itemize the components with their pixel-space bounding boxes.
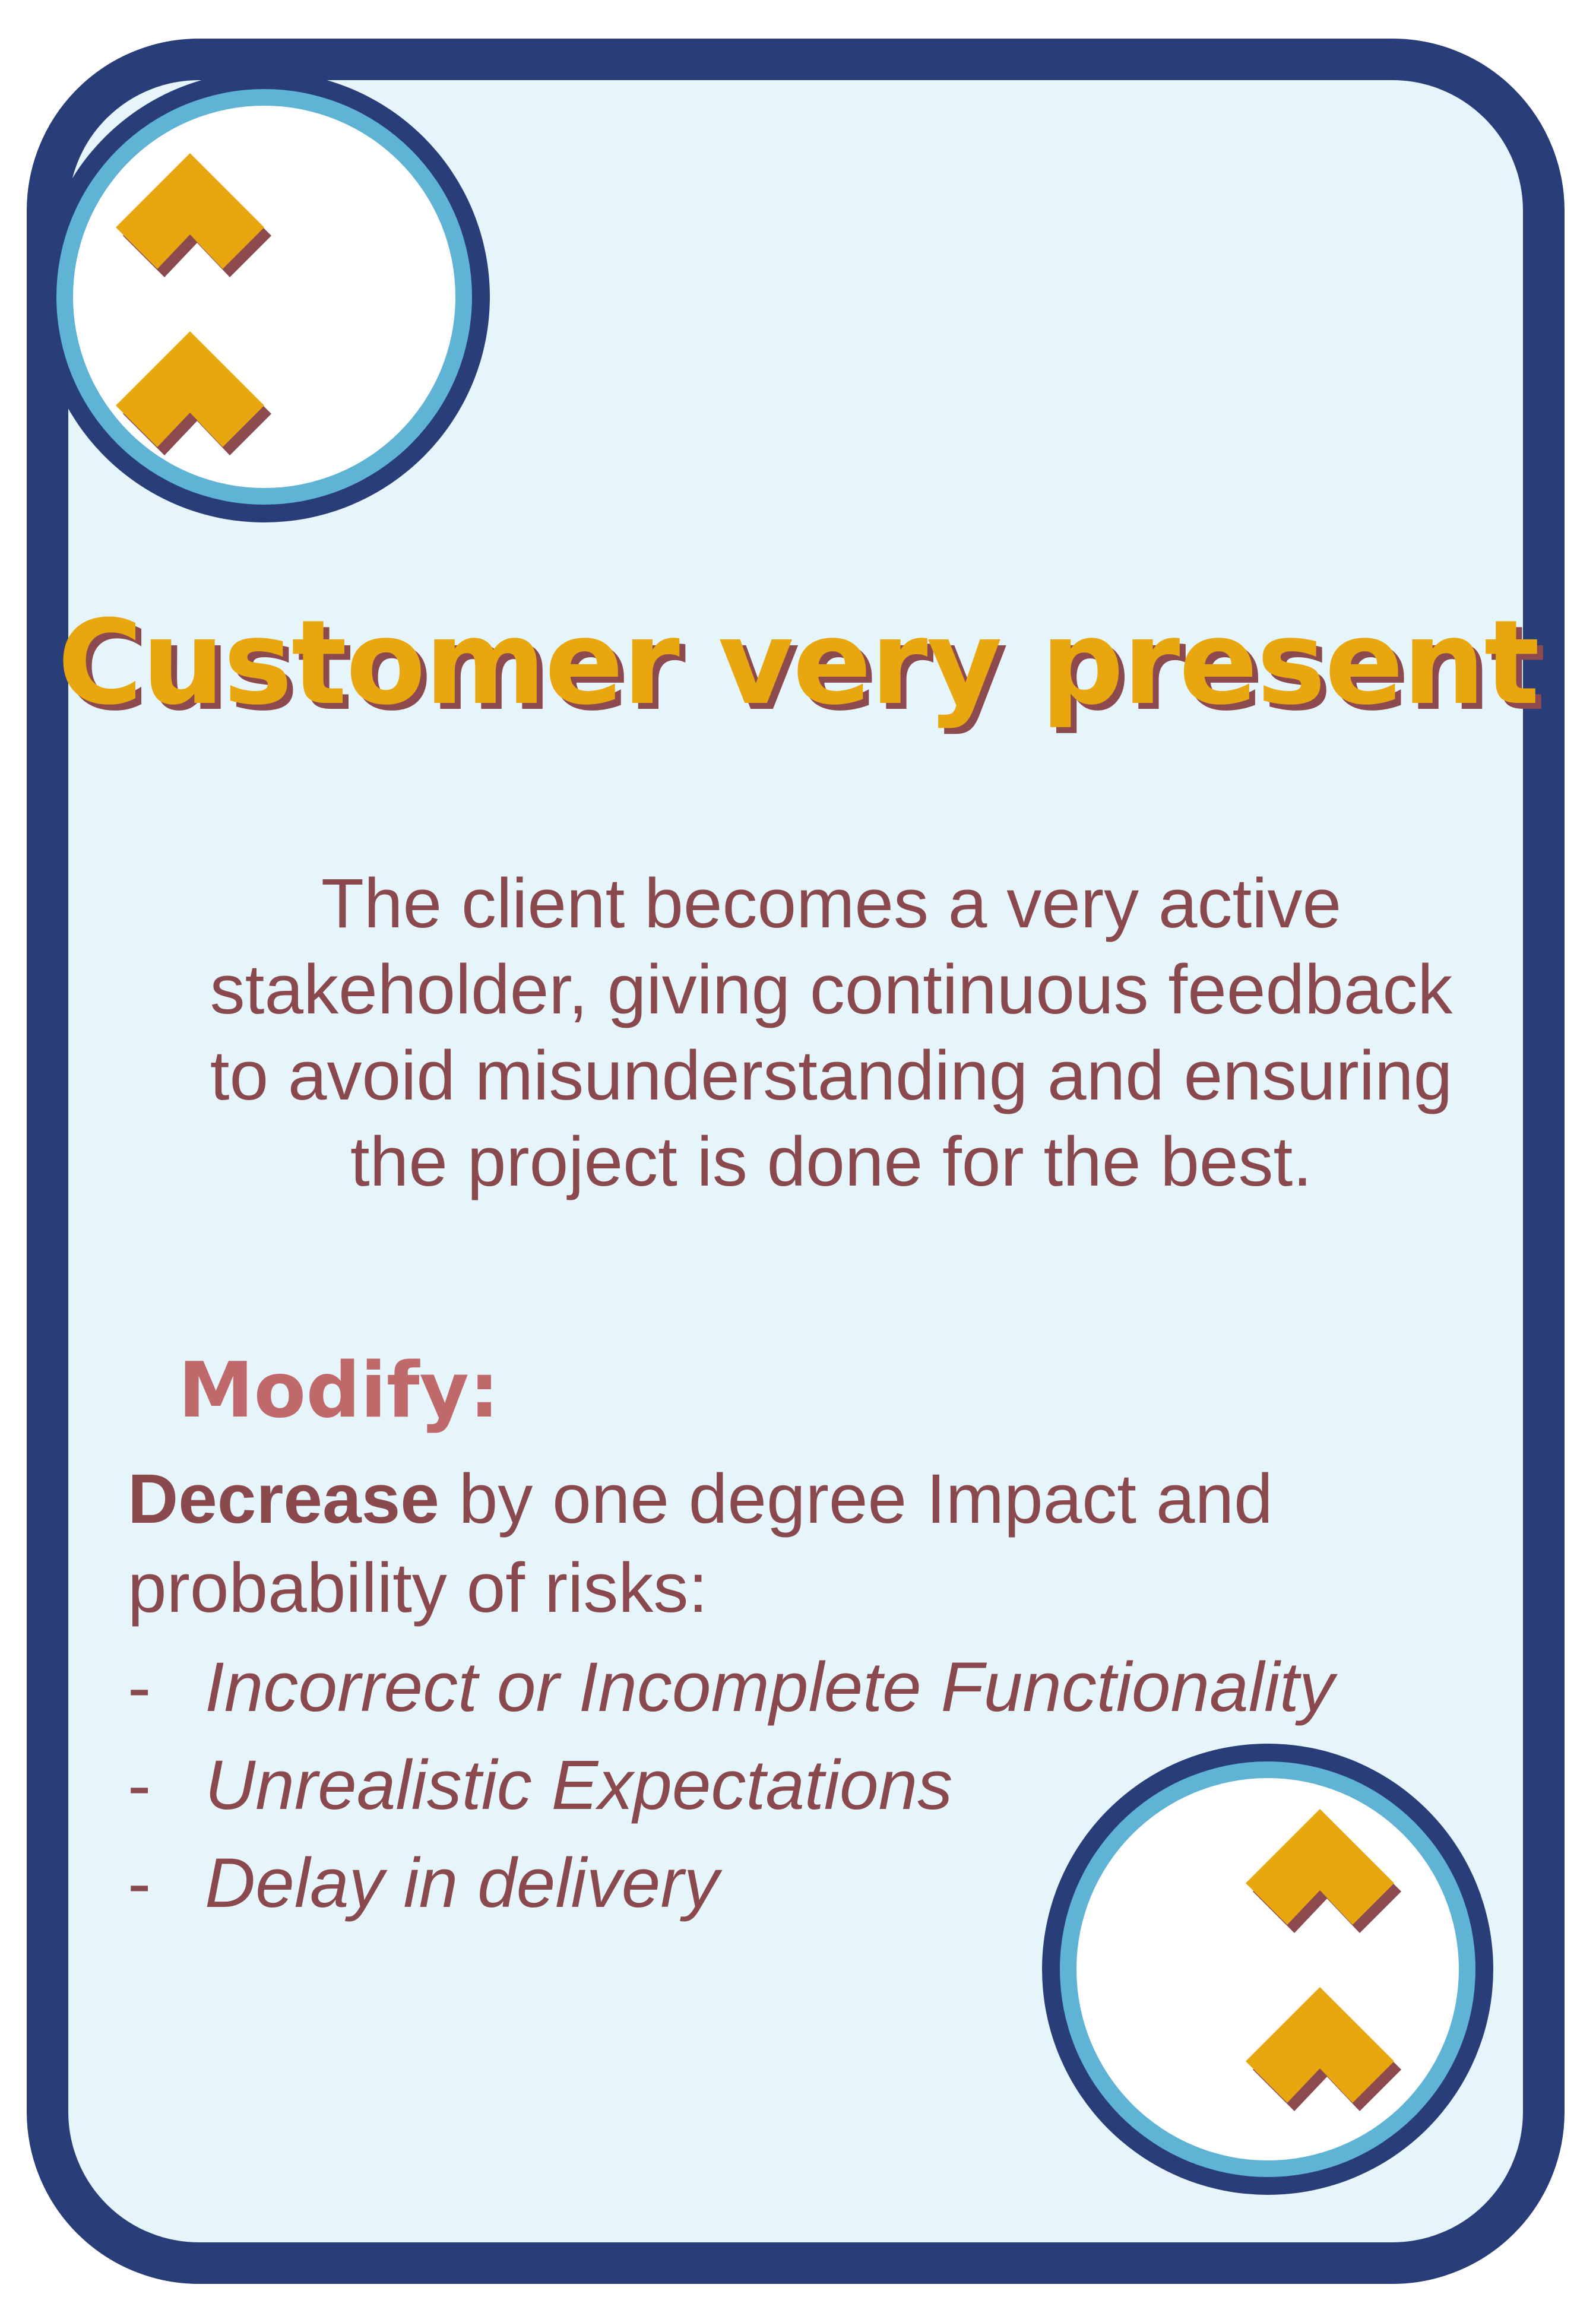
risk-item: - Unrealistic Expectations xyxy=(128,1737,1334,1834)
effect-lead: Decrease xyxy=(128,1460,439,1538)
bottom-badge xyxy=(1042,1744,1493,2195)
risk-name: Unrealistic Expectations xyxy=(205,1746,953,1824)
top-badge xyxy=(39,71,490,522)
effect-text: by one degree Impact and probability of … xyxy=(128,1460,1273,1627)
card-description: The client becomes a very active stakeho… xyxy=(210,864,1453,1201)
risk-dash: - xyxy=(128,1844,151,1922)
risk-name: Delay in delivery xyxy=(205,1844,719,1922)
risk-dash: - xyxy=(128,1648,151,1726)
modify-effect: Decrease by one degree Impact and probab… xyxy=(128,1455,1493,1633)
risk-name: Incorrect or Incomplete Functionality xyxy=(205,1648,1334,1726)
card-title: Customer very present xyxy=(57,595,1540,731)
risk-dash: - xyxy=(128,1746,151,1824)
risk-item: - Incorrect or Incomplete Functionality xyxy=(128,1639,1334,1737)
modify-heading: Modify: xyxy=(178,1346,500,1435)
card-frame xyxy=(27,39,1565,2284)
double-chevron-up-icon xyxy=(1246,1809,1401,2111)
risk-list: - Incorrect or Incomplete Functionality -… xyxy=(128,1639,1334,1932)
double-chevron-up-icon xyxy=(116,153,271,455)
risk-item: - Delay in delivery xyxy=(128,1834,1334,1932)
